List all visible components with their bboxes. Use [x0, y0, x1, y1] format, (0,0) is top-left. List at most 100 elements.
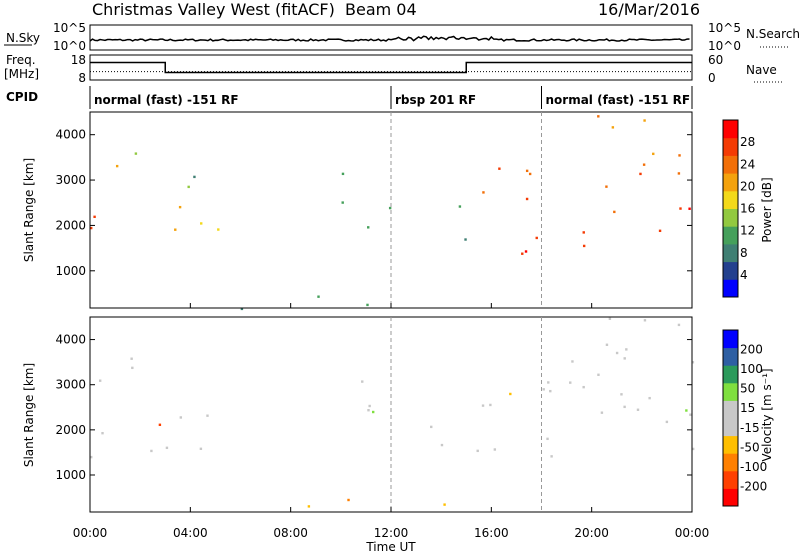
search-tick-top: 10^5: [708, 21, 741, 35]
velocity-echo-cell: [549, 389, 552, 393]
power-ylabel: Slant Range [km]: [22, 158, 36, 262]
freq-tick-bottom: 8: [78, 71, 86, 85]
velocity-ytick-label: 3000: [55, 378, 86, 392]
velocity-colorbar-cell: [723, 453, 738, 472]
sky-tick-bottom: 10^0: [53, 39, 86, 53]
velocity-colorbar-tick: 15: [740, 401, 755, 415]
velocity-echo-cell: [481, 404, 485, 407]
velocity-echo-cell: [430, 425, 433, 429]
power-echo-cell: [525, 169, 529, 173]
velocity-echo-cell: [542, 388, 545, 391]
velocity-echo-cell: [615, 351, 619, 355]
velocity-echo-cell: [493, 448, 497, 451]
velocity-echo-cell: [582, 385, 585, 389]
power-colorbar-frame: [722, 119, 739, 298]
power-colorbar-cell: [723, 208, 738, 227]
velocity-echo-cell: [371, 410, 375, 414]
power-colorbar-cell: [723, 137, 738, 156]
power-echo-cell: [341, 172, 345, 176]
velocity-echo-cell: [571, 360, 574, 363]
velocity-echo-cell: [307, 505, 311, 508]
power-heatmap: [90, 115, 691, 311]
velocity-echo-cell: [623, 405, 626, 409]
velocity-echo-cell: [476, 449, 479, 453]
velocity-echo-cell: [620, 393, 623, 396]
velocity-colorbar-tick: -200: [740, 479, 767, 493]
velocity-colorbar-tick: -100: [740, 460, 767, 474]
power-echo-cell: [597, 115, 600, 118]
power-echo-cell: [678, 154, 681, 157]
velocity-echo-cell: [597, 373, 600, 376]
velocity-colorbar-cell: [723, 347, 738, 366]
power-echo-cell: [341, 201, 344, 204]
beam-label: Beam 04: [345, 0, 417, 19]
velocity-echo-cell: [509, 392, 512, 396]
power-colorbar-cell: [723, 279, 738, 298]
velocity-echo-cell: [179, 416, 183, 419]
velocity-echo-cell: [347, 498, 350, 502]
velocity-echo-cell: [636, 408, 640, 411]
velocity-colorbar-cell: [723, 470, 738, 489]
power-echo-cell: [611, 126, 615, 129]
power-echo-cell: [115, 164, 119, 168]
power-echo-cell: [187, 185, 190, 189]
power-echo-cell: [525, 197, 529, 201]
power-echo-cell: [498, 167, 501, 170]
power-colorbar-cell: [723, 173, 738, 192]
velocity-colorbar-tick: 200: [740, 343, 763, 357]
power-colorbar-tick: 28: [740, 135, 755, 149]
velocity-echo-cell: [569, 381, 572, 384]
power-echo-cell: [367, 226, 370, 229]
velocity-echo-cell: [691, 447, 695, 451]
x-tick-label: 20:00: [574, 526, 609, 540]
nsky-label: N.Sky: [6, 31, 40, 45]
sky-tick-top: 10^5: [53, 21, 86, 35]
x-axis-label: Time UT: [365, 540, 416, 554]
power-echo-cell: [317, 295, 320, 298]
power-echo-cell: [366, 303, 369, 307]
nave-label: Nave: [746, 63, 777, 77]
power-echo-cell: [134, 152, 138, 155]
velocity-echo-cell: [158, 423, 162, 426]
velocity-colorbar-cell: [723, 418, 738, 437]
plot-title: Christmas Valley West (fitACF): [92, 0, 335, 19]
velocity-echo-cell: [130, 357, 133, 360]
velocity-ytick-label: 4000: [55, 333, 86, 347]
velocity-echo-cell: [489, 403, 492, 407]
velocity-echo-cell: [98, 379, 102, 382]
velocity-echo-cell: [689, 413, 692, 416]
velocity-echo-cell: [643, 319, 647, 322]
velocity-scale-label: Velocity [m s⁻¹]: [760, 368, 774, 461]
power-colorbar-tick: 12: [740, 224, 755, 238]
cpid-segment-label: normal (fast) -151 RF: [94, 93, 239, 107]
power-echo-cell: [642, 163, 646, 166]
freq-unit-label: [MHz]: [4, 67, 39, 81]
power-colorbar-cell: [723, 190, 738, 209]
power-echo-cell: [521, 252, 524, 255]
power-colorbar-tick: 4: [740, 268, 748, 282]
velocity-echo-cell: [605, 343, 609, 346]
velocity-heatmap: [90, 317, 695, 508]
power-ytick-label: 4000: [55, 128, 86, 142]
power-axes: 1000 2000 3000 4000: [55, 112, 692, 308]
power-echo-cell: [535, 236, 538, 240]
power-colorbar-tick: 20: [740, 179, 755, 193]
cpid-segment-label: rbsp 201 RF: [395, 93, 476, 107]
power-echo-cell: [652, 152, 655, 156]
search-tick-bottom: 10^0: [708, 39, 741, 53]
velocity-colorbar-cell: [723, 330, 738, 349]
power-colorbar-cell: [723, 120, 738, 139]
power-colorbar: 4 8 12 16 20 24 28: [722, 119, 755, 298]
nave-tick-bottom: 0: [708, 71, 716, 85]
power-echo-cell: [464, 238, 467, 241]
velocity-echo-cell: [101, 431, 104, 435]
velocity-colorbar-tick: 50: [740, 382, 755, 396]
velocity-axes: 1000 2000 3000 4000: [55, 317, 692, 512]
velocity-echo-cell: [131, 366, 134, 370]
power-echo-cell: [458, 205, 462, 208]
velocity-echo-cell: [665, 420, 669, 424]
velocity-echo-cell: [361, 380, 364, 383]
velocity-echo-cell: [443, 503, 446, 506]
